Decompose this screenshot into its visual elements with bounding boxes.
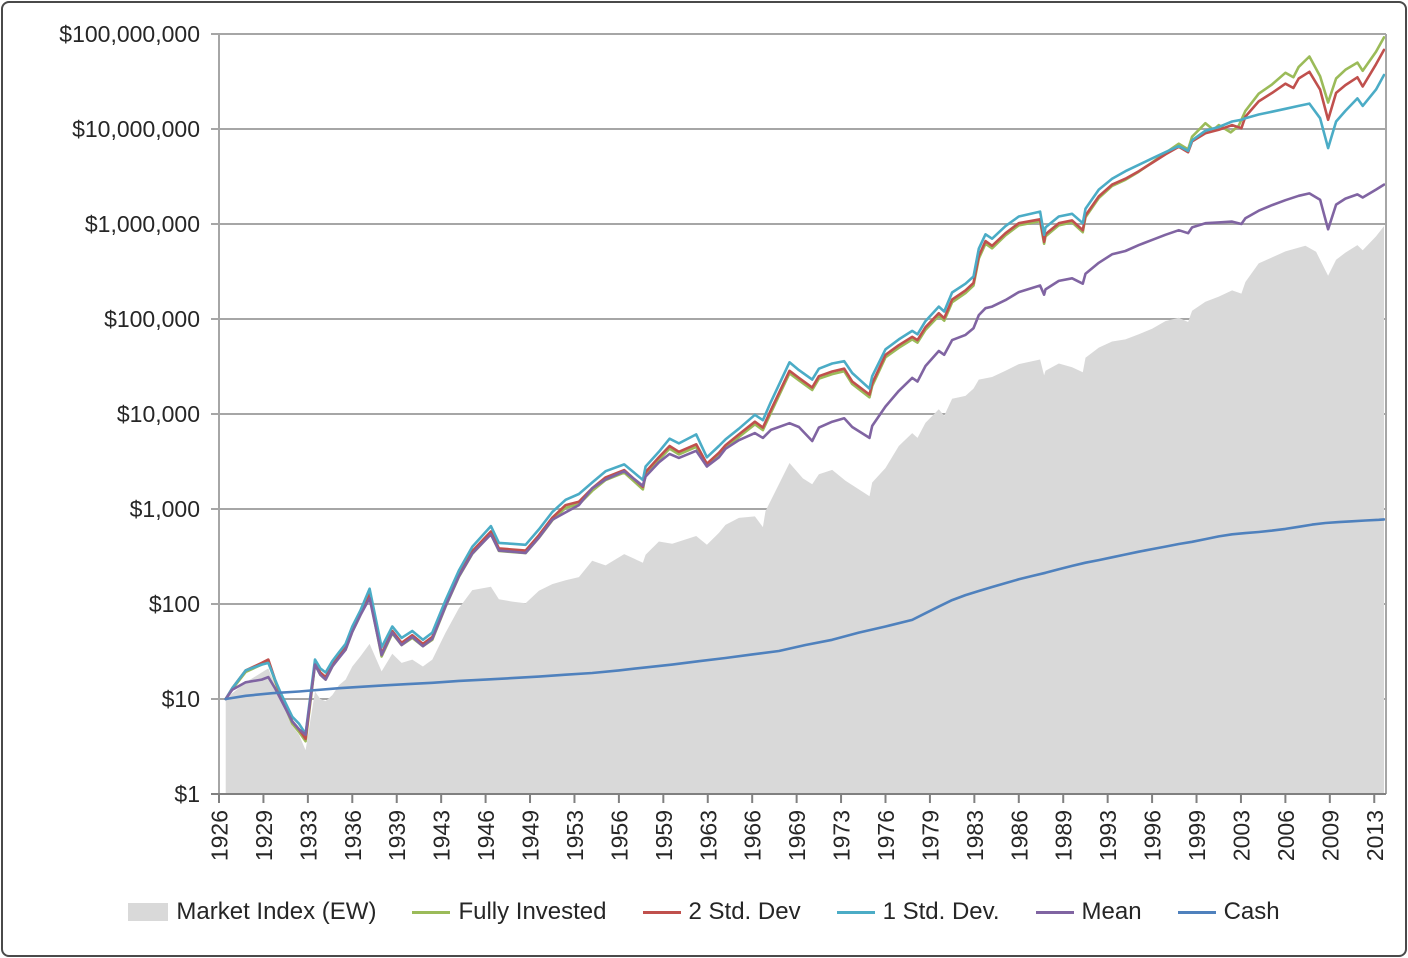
legend-swatch-mean xyxy=(1035,910,1074,914)
x-tick-label: 1979 xyxy=(917,810,943,861)
legend-swatch-fully-invested xyxy=(412,910,451,914)
y-tick-label: $1 xyxy=(174,781,200,807)
legend-label-fully-invested: Fully Invested xyxy=(458,898,607,925)
legend-label-market-index: Market Index (EW) xyxy=(176,898,377,925)
x-tick-label: 1989 xyxy=(1051,810,1077,861)
series-line-1-std-dev- xyxy=(224,73,1386,736)
legend-item-fully-invested: Fully Invested xyxy=(412,898,607,926)
chart-canvas: $1 $10 $100 $1,000 $10,000 $100,000 $1,000,000… xyxy=(59,21,1388,861)
x-tick-label: 1943 xyxy=(429,810,455,861)
x-tick-label: 1959 xyxy=(651,810,677,861)
x-tick-label: 2013 xyxy=(1362,810,1388,861)
x-tick-label: 2009 xyxy=(1317,810,1343,861)
x-tick-label: 1996 xyxy=(1140,810,1166,861)
x-tick-label: 1949 xyxy=(518,810,544,861)
legend-item-mean: Mean xyxy=(1035,898,1142,926)
series-line-cash xyxy=(224,518,1386,701)
x-tick-label: 2003 xyxy=(1228,810,1254,861)
x-tick-label: 1966 xyxy=(740,810,766,861)
y-tick-label: $10,000,000 xyxy=(72,116,200,142)
x-tick-label: 1926 xyxy=(207,810,233,861)
y-tick-label: $100 xyxy=(149,591,200,617)
x-tick-label: 1946 xyxy=(473,810,499,861)
y-tick-label: $1,000,000 xyxy=(85,211,200,237)
legend-label-cash: Cash xyxy=(1223,898,1280,925)
legend-swatch-1-std-dev xyxy=(836,910,875,914)
legend-item-cash: Cash xyxy=(1177,898,1280,926)
series-area-market-index-ew- xyxy=(225,226,1385,795)
x-tick-label: 1983 xyxy=(962,810,988,861)
legend-swatch-market-index xyxy=(128,903,169,921)
y-tick-label: $100,000,000 xyxy=(59,21,200,47)
legend-label-2-std-dev: 2 Std. Dev xyxy=(688,898,801,925)
legend-label-mean: Mean xyxy=(1081,898,1142,925)
y-tick-label: $100,000 xyxy=(104,306,200,332)
y-tick-label: $10,000 xyxy=(117,401,200,427)
x-tick-label: 1939 xyxy=(384,810,410,861)
x-tick-label: 1956 xyxy=(606,810,632,861)
x-tick-label: 1976 xyxy=(873,810,899,861)
legend-label-1-std-dev: 1 Std. Dev. xyxy=(882,898,1000,925)
legend-item-1-std-dev: 1 Std. Dev. xyxy=(836,898,1000,926)
x-tick-label: 2006 xyxy=(1273,810,1299,861)
x-tick-label: 1933 xyxy=(295,810,321,861)
legend-swatch-cash xyxy=(1177,910,1216,914)
legend-swatch-2-std-dev xyxy=(642,910,681,914)
x-tick-label: 1993 xyxy=(1095,810,1121,861)
y-tick-label: $1,000 xyxy=(130,496,200,522)
x-tick-label: 1973 xyxy=(829,810,855,861)
series-line-mean xyxy=(224,183,1386,737)
x-tick-label: 1969 xyxy=(784,810,810,861)
x-tick-label: 1929 xyxy=(251,810,277,861)
x-tick-label: 1953 xyxy=(562,810,588,861)
x-tick-label: 1986 xyxy=(1006,810,1032,861)
y-tick-label: $10 xyxy=(162,686,200,712)
x-tick-label: 1963 xyxy=(695,810,721,861)
legend-item-market-index: Market Index (EW) xyxy=(128,898,376,926)
chart-legend: Market Index (EW) Fully Invested 2 Std. … xyxy=(3,898,1405,926)
x-tick-label: 1999 xyxy=(1184,810,1210,861)
legend-item-2-std-dev: 2 Std. Dev xyxy=(642,898,801,926)
x-tick-label: 1936 xyxy=(340,810,366,861)
